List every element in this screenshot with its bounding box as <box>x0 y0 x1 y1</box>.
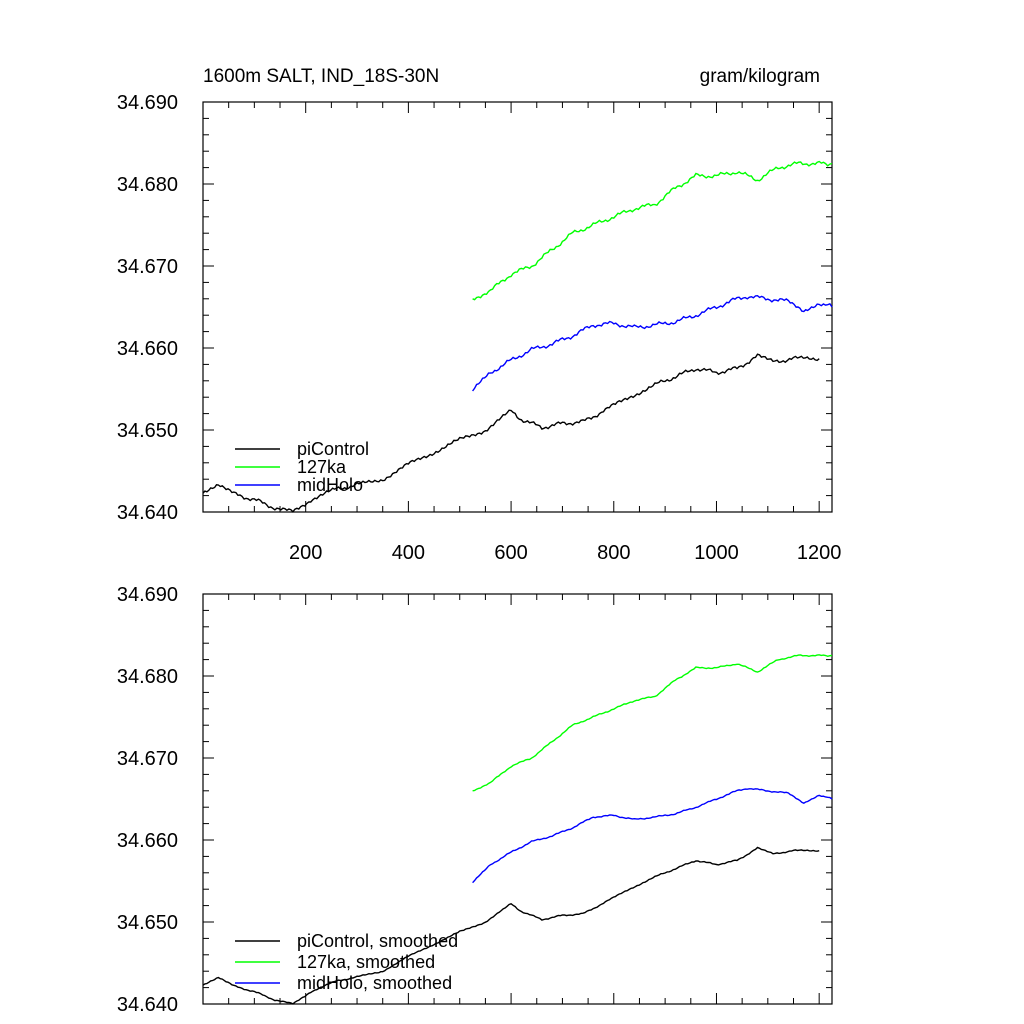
series-line-midholo <box>472 294 833 392</box>
series-line-midholo <box>472 788 833 884</box>
y-tick-label: 34.670 <box>117 748 178 770</box>
x-tick-label: 800 <box>597 542 630 564</box>
x-tick-label: 200 <box>289 542 322 564</box>
y-tick-label: 34.650 <box>117 420 178 442</box>
legend-label: midHolo <box>297 475 363 495</box>
y-tick-label: 34.680 <box>117 666 178 688</box>
x-tick-label: 1200 <box>797 542 842 564</box>
bottom-panel: 34.640 34.650 34.660 34.670 34.680 34.690 piCo… <box>117 584 833 1016</box>
legend-label: piControl <box>297 439 369 459</box>
x-tick-label: 400 <box>392 542 425 564</box>
chart-title: 1600m SALT, IND_18S-30N <box>203 66 439 87</box>
legend-label: piControl, smoothed <box>297 931 458 951</box>
y-tick-label: 34.690 <box>117 584 178 606</box>
x-tick-label: 1000 <box>694 542 739 564</box>
y-tick-label: 34.670 <box>117 256 178 278</box>
y-tick-label: 34.660 <box>117 338 178 360</box>
series-line-127ka <box>472 654 833 792</box>
y-tick-label: 34.650 <box>117 912 178 934</box>
y-tick-label: 34.660 <box>117 830 178 852</box>
top-panel: 34.640 34.650 34.660 34.670 34.680 34.690 200 4… <box>117 92 842 564</box>
chart-units: gram/kilogram <box>700 66 820 87</box>
y-tick-label: 34.690 <box>117 92 178 114</box>
legend-label: midHolo, smoothed <box>297 973 452 993</box>
series-line-picontrol <box>202 353 820 513</box>
y-tick-label: 34.680 <box>117 174 178 196</box>
legend-label: 127ka <box>297 457 347 477</box>
series-line-127ka <box>472 160 833 301</box>
series-line-picontrol <box>202 846 820 1005</box>
legend-label: 127ka, smoothed <box>297 952 435 972</box>
y-tick-label: 34.640 <box>117 502 178 524</box>
y-tick-label: 34.640 <box>117 994 178 1016</box>
x-tick-label: 600 <box>494 542 527 564</box>
